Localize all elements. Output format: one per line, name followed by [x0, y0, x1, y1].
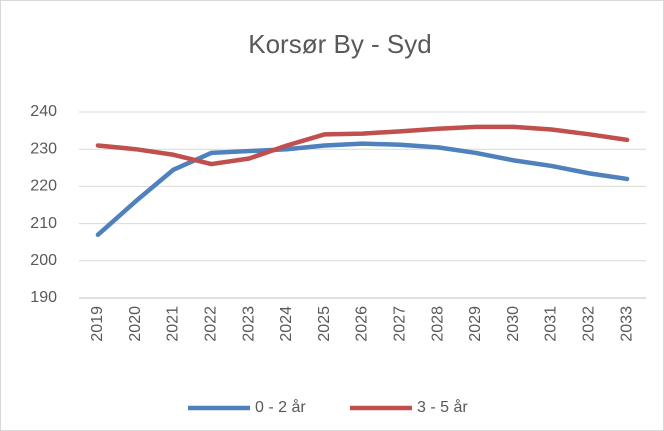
x-tick-label: 2025: [316, 306, 333, 342]
x-tick-label: 2023: [240, 306, 257, 342]
x-tick-label: 2032: [581, 306, 598, 342]
x-tick-label: 2024: [278, 306, 295, 342]
legend-label: 3 - 5 år: [417, 398, 468, 416]
x-tick-label: 2026: [354, 306, 371, 342]
y-tick-label: 240: [30, 103, 57, 120]
y-tick-label: 190: [30, 289, 57, 306]
legend-label: 0 - 2 år: [255, 398, 306, 416]
x-tick-label: 2030: [505, 306, 522, 342]
y-tick-label: 210: [30, 215, 57, 232]
y-tick-label: 220: [30, 178, 57, 195]
x-tick-label: 2019: [89, 306, 106, 342]
x-tick-label: 2031: [543, 306, 560, 342]
series-line: [95, 141, 630, 238]
x-tick-label: 2029: [467, 306, 484, 342]
x-tick-label: 2028: [429, 306, 446, 342]
x-tick-label: 2020: [127, 306, 144, 342]
y-tick-label: 200: [30, 252, 57, 269]
x-tick-label: 2022: [203, 306, 220, 342]
series-line: [95, 124, 630, 167]
x-tick-label: 2021: [165, 306, 182, 342]
y-tick-label: 230: [30, 140, 57, 157]
x-tick-label: 2027: [392, 306, 409, 342]
x-tick-label: 2033: [618, 306, 635, 342]
chart-title: Korsør By - Syd: [248, 29, 431, 59]
